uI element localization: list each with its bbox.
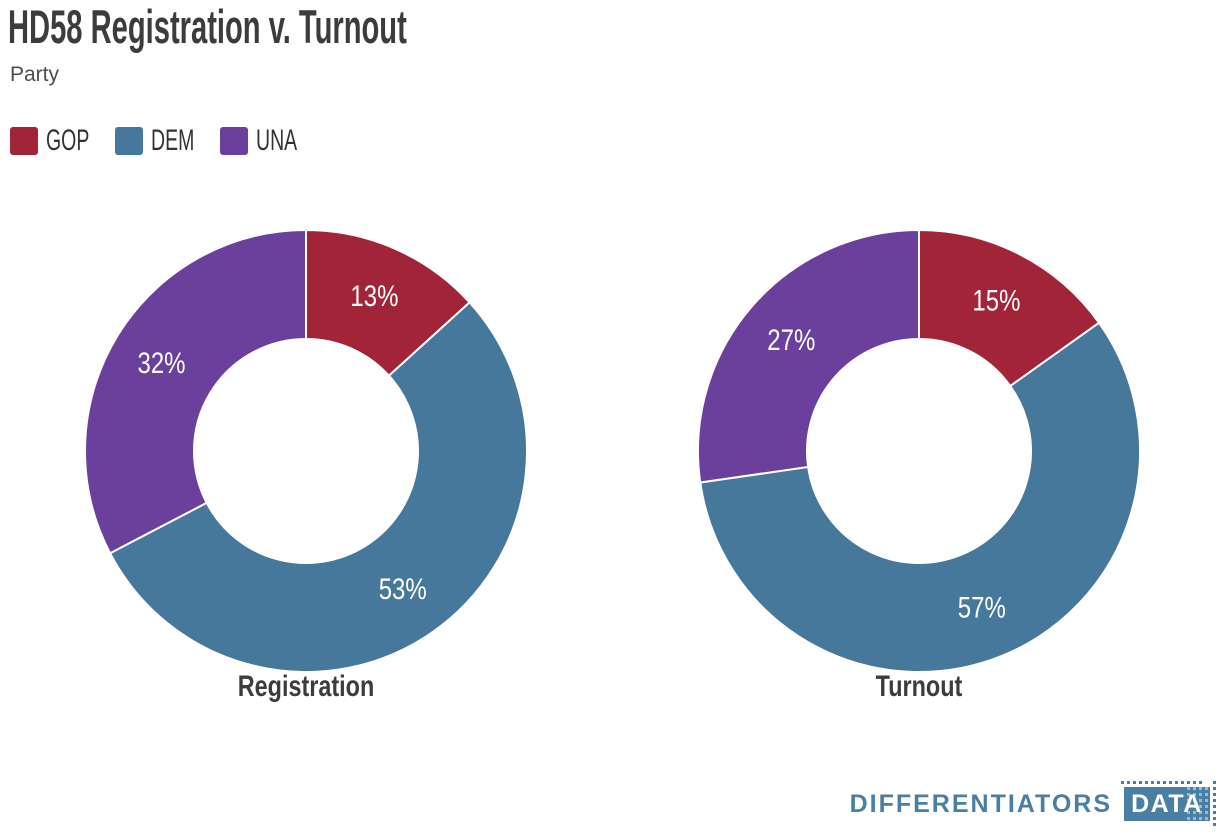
legend-label-wrap: DEM: [151, 124, 195, 157]
legend-item-una[interactable]: UNA: [220, 124, 298, 157]
chart-caption-registration: Registration: [237, 670, 375, 703]
chart-title: HD58 Registration v. Turnout: [8, 0, 407, 53]
pie-slice-una[interactable]: [697, 229, 920, 484]
chart-subtitle: Party: [10, 63, 60, 86]
legend-swatch-una: [220, 127, 248, 155]
legend-item-gop[interactable]: GOP: [10, 124, 90, 157]
chart-caption-turnout: Turnout: [875, 670, 963, 703]
slice-label-gop: 15%: [972, 284, 1020, 317]
legend-label-una: UNA: [256, 124, 298, 157]
legend-label-wrap: GOP: [46, 124, 90, 157]
brand-box-label: DATA: [1131, 789, 1203, 818]
legend-label-wrap: UNA: [256, 124, 298, 157]
donut-chart-registration[interactable]: 13% 53% 32%: [81, 226, 531, 676]
legend-label-gop: GOP: [46, 124, 90, 157]
slice-label-dem: 57%: [958, 591, 1006, 624]
pie-slice-dem[interactable]: [699, 321, 1141, 673]
brand-data-box: DATA: [1118, 781, 1219, 827]
brand-wordmark: DIFFERENTIATORS: [849, 789, 1112, 818]
pie-slice-dem[interactable]: [109, 301, 528, 673]
slice-label-una: 32%: [138, 347, 186, 380]
slice-label-dem: 53%: [379, 573, 427, 606]
legend-item-dem[interactable]: DEM: [115, 124, 195, 157]
brand-logo: DIFFERENTIATORS DATA: [849, 781, 1219, 827]
legend-swatch-dem: [115, 127, 143, 155]
slice-label-gop: 13%: [350, 280, 398, 313]
legend: GOP DEM UNA: [10, 124, 298, 157]
slice-label-una: 27%: [767, 324, 815, 357]
legend-label-dem: DEM: [151, 124, 195, 157]
donut-chart-turnout[interactable]: 15% 57% 27%: [694, 226, 1144, 676]
pie-slice-una[interactable]: [84, 229, 307, 555]
legend-swatch-gop: [10, 127, 38, 155]
